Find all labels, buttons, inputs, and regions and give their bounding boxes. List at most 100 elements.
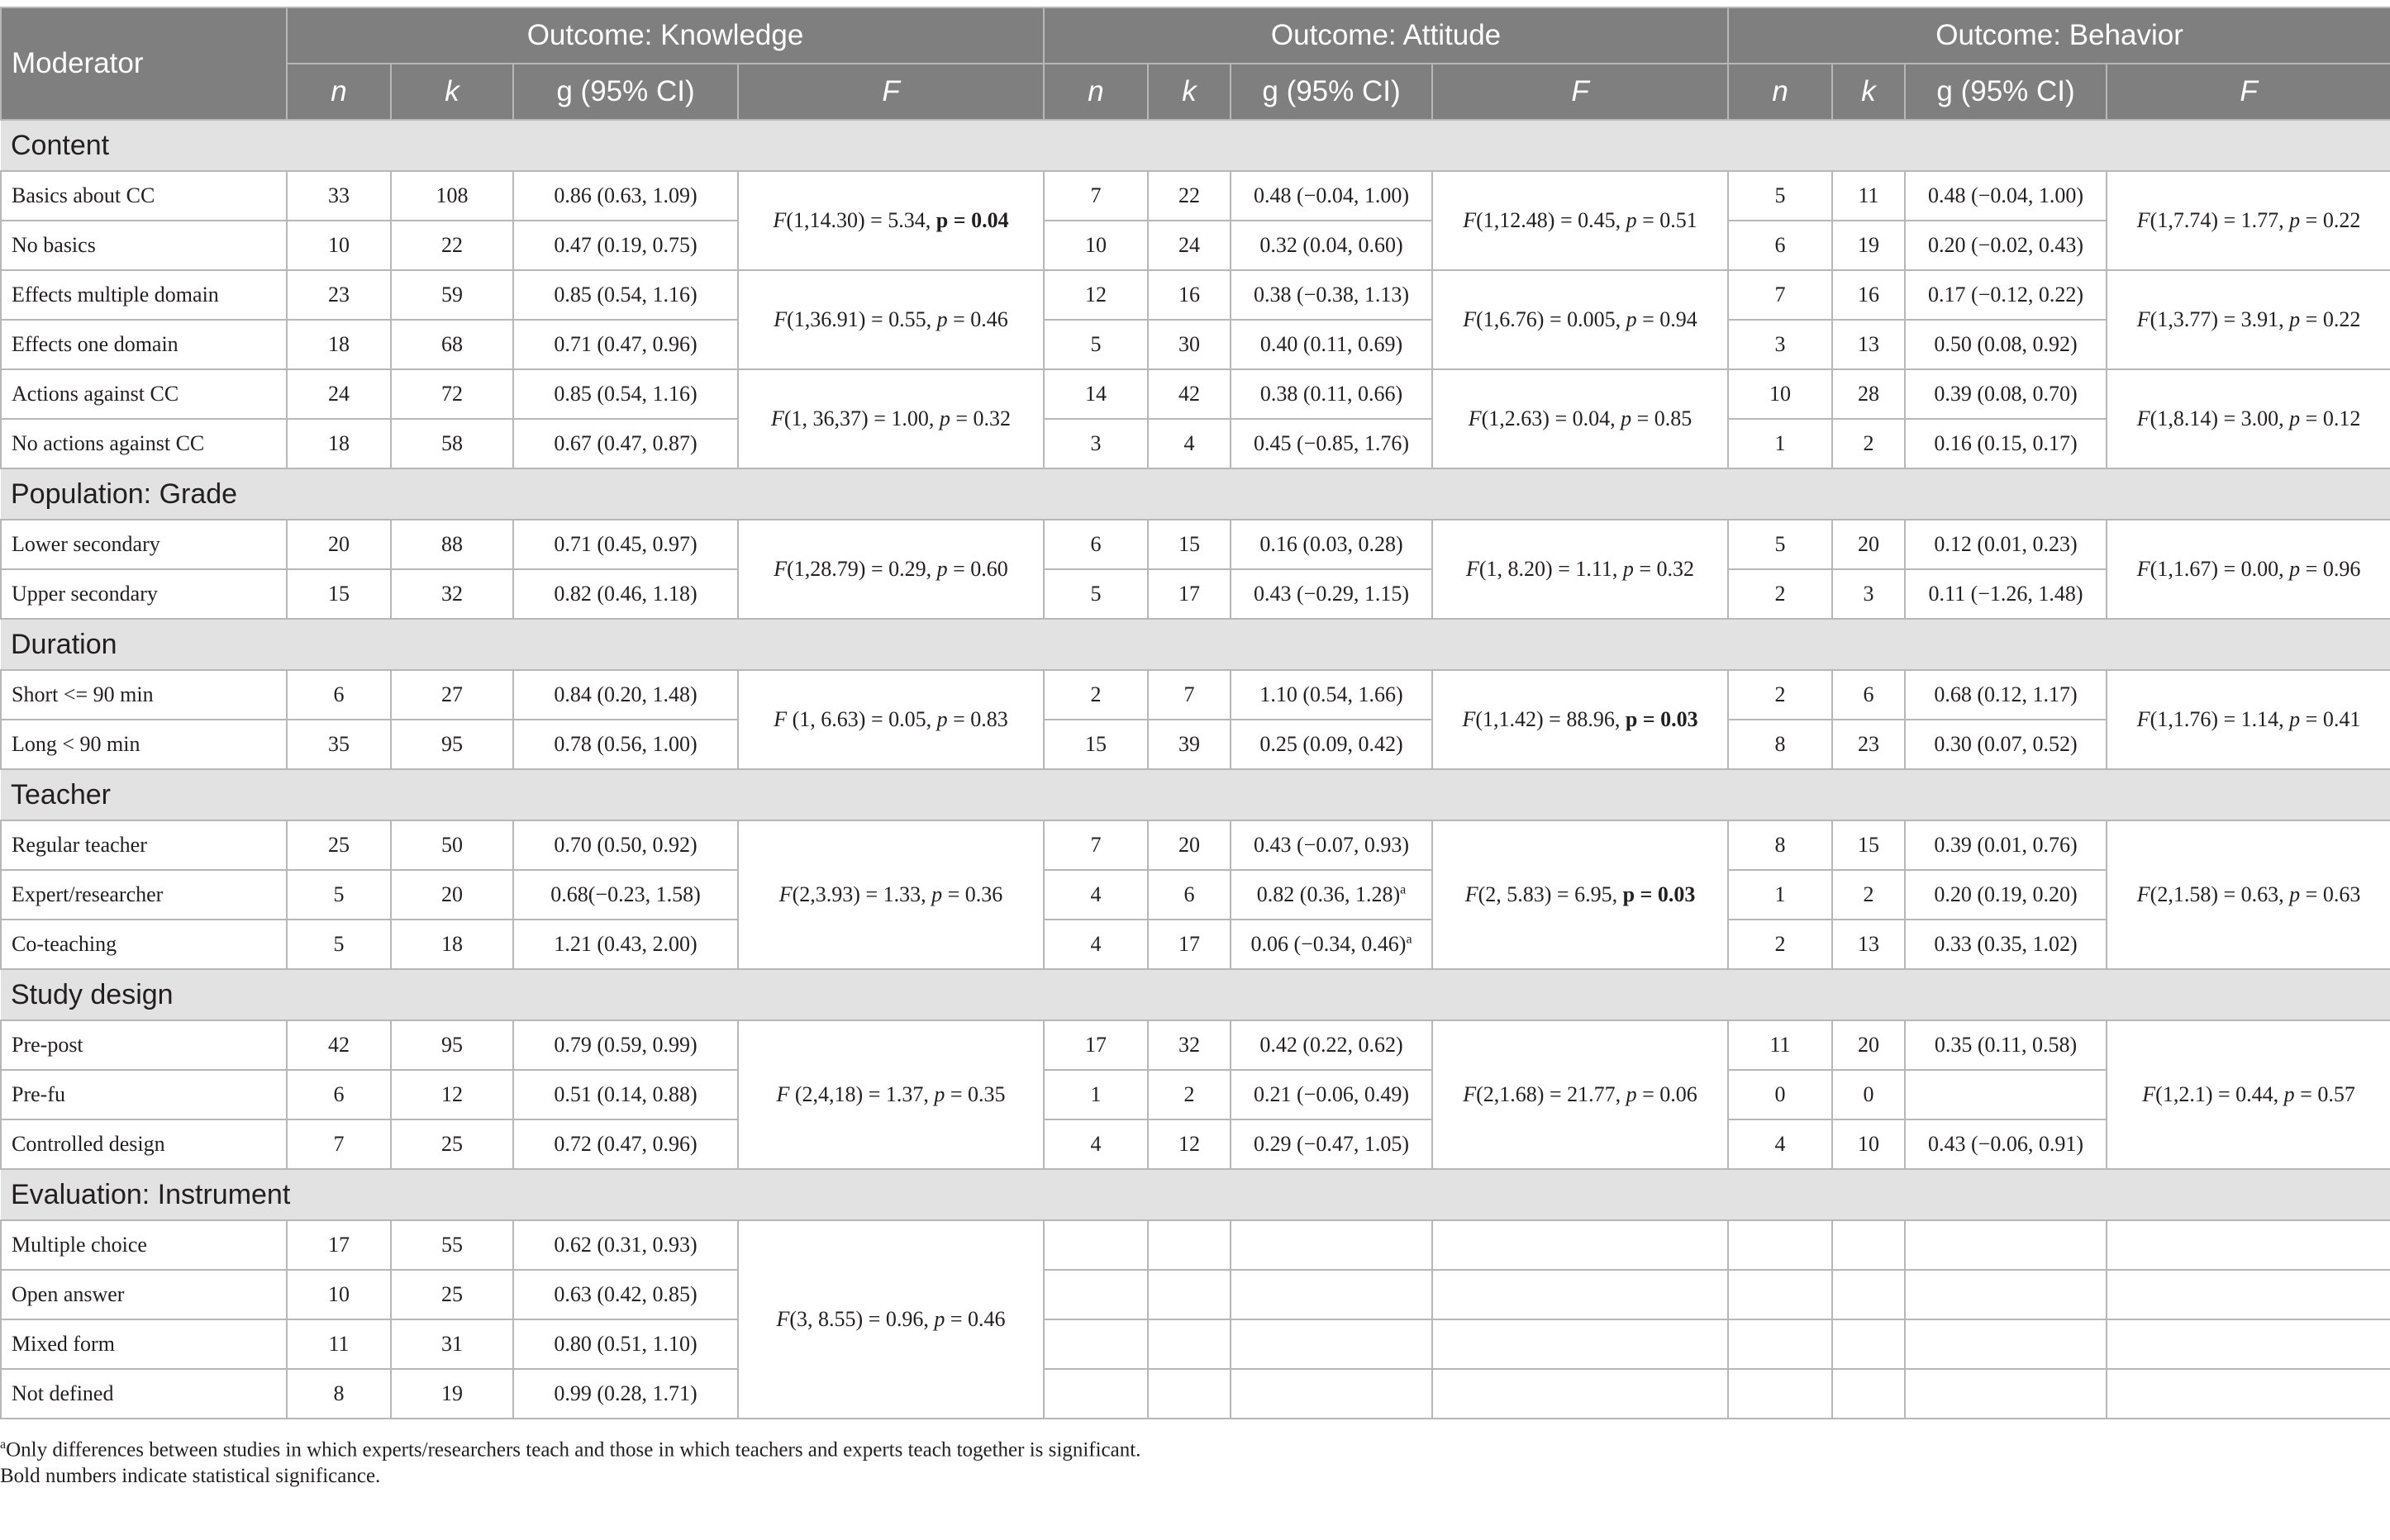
attitude-g-cell: 0.45 (−0.85, 1.76) xyxy=(1230,418,1434,469)
table-row: Actions against CC 24 72 0.85 (0.54, 1.16) F… xyxy=(0,368,2390,469)
behavior-k-cell: 13 xyxy=(1831,919,1907,970)
behavior-n-cell xyxy=(1727,1368,1834,1419)
moderator-label: Open answer xyxy=(0,1269,288,1320)
behavior-g-cell: 0.35 (0.11, 0.58) xyxy=(1904,1020,2108,1071)
attitude-n-cell: 4 xyxy=(1043,869,1150,920)
attitude-g-cell xyxy=(1230,1219,1434,1271)
p-value-label: p xyxy=(2289,406,2301,430)
f-stat-args: (1, 6.63) = 0.05, xyxy=(787,707,937,731)
attitude-n-cell: 3 xyxy=(1043,418,1150,469)
table-row: Effects multiple domain 23 59 0.85 (0.54, 1… xyxy=(0,269,2390,370)
moderator-label: Lower secondary xyxy=(0,519,288,570)
attitude-g-cell: 1.10 (0.54, 1.66) xyxy=(1230,669,1434,720)
attitude-k-cell: 15 xyxy=(1147,519,1232,570)
attitude-g-value: 0.43 (−0.07, 0.93) xyxy=(1254,833,1409,857)
p-value-label: p xyxy=(934,1082,945,1106)
section-row: Teacher xyxy=(1,768,2390,821)
knowledge-k-cell: 59 xyxy=(390,269,514,321)
attitude-n-cell: 6 xyxy=(1043,519,1150,570)
behavior-n-cell: 1 xyxy=(1727,869,1834,920)
table-row: Co-teaching 5 18 1.21 (0.43, 2.00) 4 17 0.06 (… xyxy=(0,919,2390,970)
p-value-number: = 0.57 xyxy=(2294,1082,2355,1106)
knowledge-g-cell: 1.21 (0.43, 2.00) xyxy=(512,919,739,970)
p-value-label: p xyxy=(1621,406,1632,430)
table-footnotes: aOnly differences between studies in whi… xyxy=(0,1429,2390,1492)
p-value-label: p xyxy=(1626,208,1637,232)
f-stat-symbol: F xyxy=(1463,307,1477,331)
behavior-g-cell: 0.50 (0.08, 0.92) xyxy=(1904,319,2108,370)
footnote-marker: a xyxy=(1406,932,1412,947)
knowledge-k-cell: 31 xyxy=(390,1319,514,1370)
f-stat-args: (2,1.58) = 0.63, xyxy=(2150,882,2290,906)
f-stat-symbol: F xyxy=(2136,882,2150,906)
table-row: Long < 90 min 35 95 0.78 (0.56, 1.00) 15 39 0.… xyxy=(0,719,2390,770)
behavior-f-cell: F(1,8.14) = 3.00, p = 0.12 xyxy=(2106,368,2390,469)
behavior-k-cell: 0 xyxy=(1831,1069,1907,1120)
table-row: Regular teacher 25 50 0.70 (0.50, 0.92) F(2,… xyxy=(0,820,2390,970)
knowledge-f-cell: F(2,3.93) = 1.33, p = 0.36 xyxy=(736,820,1045,970)
attitude-g-value: 0.32 (0.04, 0.60) xyxy=(1259,233,1403,257)
knowledge-g-cell: 0.86 (0.63, 1.09) xyxy=(512,170,739,221)
attitude-g-cell xyxy=(1230,1319,1434,1370)
attitude-f-cell-empty xyxy=(1431,1319,1730,1370)
f-stat-symbol: F xyxy=(1463,208,1477,232)
attitude-f-cell-empty xyxy=(1431,1368,1730,1419)
knowledge-g-cell: 0.71 (0.47, 0.96) xyxy=(512,319,739,370)
behavior-g-cell: 0.43 (−0.06, 0.91) xyxy=(1904,1119,2108,1170)
behavior-g-cell: 0.16 (0.15, 0.17) xyxy=(1904,418,2108,469)
attitude-g-cell: 0.43 (−0.29, 1.15) xyxy=(1230,568,1434,620)
attitude-k-cell: 16 xyxy=(1147,269,1232,321)
section-title: Study design xyxy=(1,968,2390,1021)
f-stat-args: (1,1.76) = 1.14, xyxy=(2150,707,2290,731)
attitude-k-cell: 42 xyxy=(1147,368,1232,420)
moderator-label: No actions against CC xyxy=(0,418,288,469)
p-value-label: p xyxy=(1622,557,1634,581)
behavior-f-cell: F(1,1.67) = 0.00, p = 0.96 xyxy=(2106,519,2390,620)
moderator-label: Pre-fu xyxy=(0,1069,288,1120)
section-title: Population: Grade xyxy=(1,468,2390,520)
f-stat-symbol: F xyxy=(2142,1082,2156,1106)
knowledge-n-cell: 18 xyxy=(286,319,392,370)
p-value-label: p xyxy=(2283,1082,2295,1106)
f-stat-args: (3, 8.55) = 0.96, xyxy=(789,1307,935,1331)
attitude-g-cell: 0.21 (−0.06, 0.49) xyxy=(1230,1069,1434,1120)
attitude-n-cell: 15 xyxy=(1043,719,1150,770)
moderator-label: Pre-post xyxy=(0,1020,288,1071)
knowledge-n-cell: 23 xyxy=(286,269,392,321)
f-stat-args: (1,36.91) = 0.55, xyxy=(787,307,937,331)
table-row: Not defined 8 19 0.99 (0.28, 1.71) xyxy=(0,1368,2390,1419)
knowledge-k-cell: 58 xyxy=(390,418,514,469)
attitude-g-value: 0.29 (−0.47, 1.05) xyxy=(1254,1132,1409,1156)
behavior-g-cell xyxy=(1904,1269,2108,1320)
attitude-n-cell xyxy=(1043,1269,1150,1320)
attitude-n-cell: 4 xyxy=(1043,919,1150,970)
p-value-label: p = 0.03 xyxy=(1622,882,1696,906)
footnote-a-marker: a xyxy=(0,1438,7,1452)
f-stat-symbol: F xyxy=(2136,557,2150,581)
p-value-label: p xyxy=(2289,208,2301,232)
behavior-g-cell xyxy=(1904,1368,2108,1419)
footnote-a-text: Only differences between studies in whic… xyxy=(6,1438,1141,1462)
knowledge-g-cell: 0.70 (0.50, 0.92) xyxy=(512,820,739,871)
attitude-k-cell: 17 xyxy=(1147,919,1232,970)
attitude-g-value: 0.42 (0.22, 0.62) xyxy=(1259,1033,1403,1057)
attitude-g-cell: 0.32 (0.04, 0.60) xyxy=(1230,220,1434,271)
knowledge-n-cell: 11 xyxy=(286,1319,392,1370)
knowledge-k-cell: 27 xyxy=(390,669,514,720)
f-stat-args: (1,1.67) = 0.00, xyxy=(2150,557,2290,581)
attitude-k-cell: 12 xyxy=(1147,1119,1232,1170)
knowledge-g-cell: 0.47 (0.19, 0.75) xyxy=(512,220,739,271)
section-title: Evaluation: Instrument xyxy=(1,1168,2390,1221)
behavior-k-cell: 6 xyxy=(1831,669,1907,720)
behavior-f-cell-empty xyxy=(2106,1319,2390,1370)
knowledge-k-cell: 18 xyxy=(390,919,514,970)
f-stat-args: (1, 36,37) = 1.00, xyxy=(783,406,940,430)
attitude-k-cell xyxy=(1147,1219,1232,1271)
table-row: Short <= 90 min 6 27 0.84 (0.20, 1.48) F (1,… xyxy=(0,669,2390,770)
attitude-k-cell: 2 xyxy=(1147,1069,1232,1120)
attitude-g-value: 0.21 (−0.06, 0.49) xyxy=(1254,1082,1409,1106)
behavior-n-cell xyxy=(1727,1319,1834,1370)
f-stat-symbol: F xyxy=(2136,406,2150,430)
behavior-f-cell: F(2,1.58) = 0.63, p = 0.63 xyxy=(2106,820,2390,970)
attitude-g-value: 1.10 (0.54, 1.66) xyxy=(1259,682,1403,706)
